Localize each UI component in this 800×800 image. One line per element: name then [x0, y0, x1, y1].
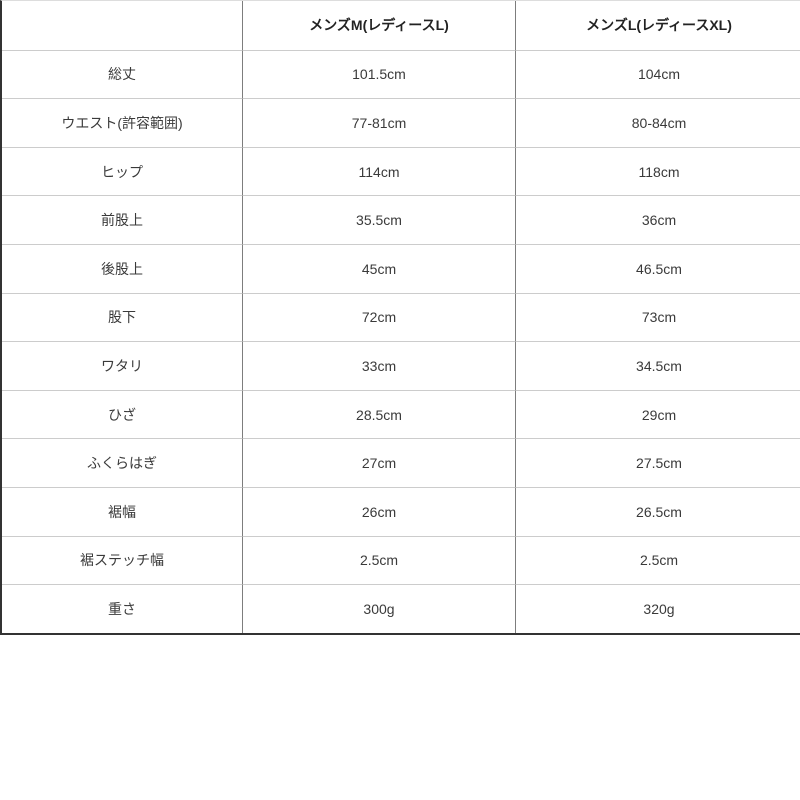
value-mens-l: 26.5cm	[515, 486, 800, 536]
value-mens-m: 26cm	[242, 486, 515, 536]
table-row: ふくらはぎ 27cm 27.5cm	[2, 438, 800, 487]
measurement-label: ヒップ	[2, 146, 242, 196]
value-mens-m: 101.5cm	[242, 49, 515, 99]
measurement-label: 前股上	[2, 195, 242, 244]
value-mens-l: 320g	[515, 584, 800, 633]
value-mens-l: 73cm	[515, 292, 800, 342]
table-row: ひざ 28.5cm 29cm	[2, 389, 800, 439]
table-row: 前股上 35.5cm 36cm	[2, 195, 800, 244]
measurement-label: 股下	[2, 292, 242, 342]
table-row: 裾幅 26cm 26.5cm	[2, 486, 800, 536]
header-measurement-blank	[2, 1, 242, 50]
measurement-label: ウエスト(許容範囲)	[2, 98, 242, 147]
measurement-label: 裾ステッチ幅	[2, 535, 242, 585]
value-mens-l: 46.5cm	[515, 243, 800, 293]
measurement-label: 総丈	[2, 49, 242, 99]
measurement-label: ワタリ	[2, 341, 242, 390]
table-row: ウエスト(許容範囲) 77-81cm 80-84cm	[2, 98, 800, 147]
table-row: 裾ステッチ幅 2.5cm 2.5cm	[2, 535, 800, 585]
value-mens-l: 34.5cm	[515, 341, 800, 390]
value-mens-m: 45cm	[242, 243, 515, 293]
measurement-label: 重さ	[2, 584, 242, 633]
value-mens-m: 114cm	[242, 146, 515, 196]
header-mens-m: メンズM(レディースL)	[242, 1, 515, 50]
value-mens-m: 300g	[242, 584, 515, 633]
measurement-label: 裾幅	[2, 486, 242, 536]
value-mens-m: 2.5cm	[242, 535, 515, 585]
value-mens-m: 77-81cm	[242, 98, 515, 147]
value-mens-m: 72cm	[242, 292, 515, 342]
value-mens-m: 33cm	[242, 341, 515, 390]
header-mens-l: メンズL(レディースXL)	[515, 1, 800, 50]
value-mens-l: 2.5cm	[515, 535, 800, 585]
value-mens-m: 27cm	[242, 438, 515, 487]
table-row: ヒップ 114cm 118cm	[2, 146, 800, 196]
value-mens-m: 28.5cm	[242, 389, 515, 439]
table-row: 後股上 45cm 46.5cm	[2, 243, 800, 293]
value-mens-l: 27.5cm	[515, 438, 800, 487]
measurement-label: ひざ	[2, 389, 242, 439]
value-mens-l: 29cm	[515, 389, 800, 439]
measurement-label: 後股上	[2, 243, 242, 293]
value-mens-l: 104cm	[515, 49, 800, 99]
size-chart-table: メンズM(レディースL) メンズL(レディースXL) 総丈 101.5cm 10…	[0, 0, 800, 635]
size-chart-header-row: メンズM(レディースL) メンズL(レディースXL)	[2, 1, 800, 50]
value-mens-l: 80-84cm	[515, 98, 800, 147]
measurement-label: ふくらはぎ	[2, 438, 242, 487]
table-row: 股下 72cm 73cm	[2, 292, 800, 342]
value-mens-m: 35.5cm	[242, 195, 515, 244]
value-mens-l: 36cm	[515, 195, 800, 244]
value-mens-l: 118cm	[515, 146, 800, 196]
table-row: 重さ 300g 320g	[2, 584, 800, 633]
table-row: 総丈 101.5cm 104cm	[2, 49, 800, 99]
table-row: ワタリ 33cm 34.5cm	[2, 341, 800, 390]
